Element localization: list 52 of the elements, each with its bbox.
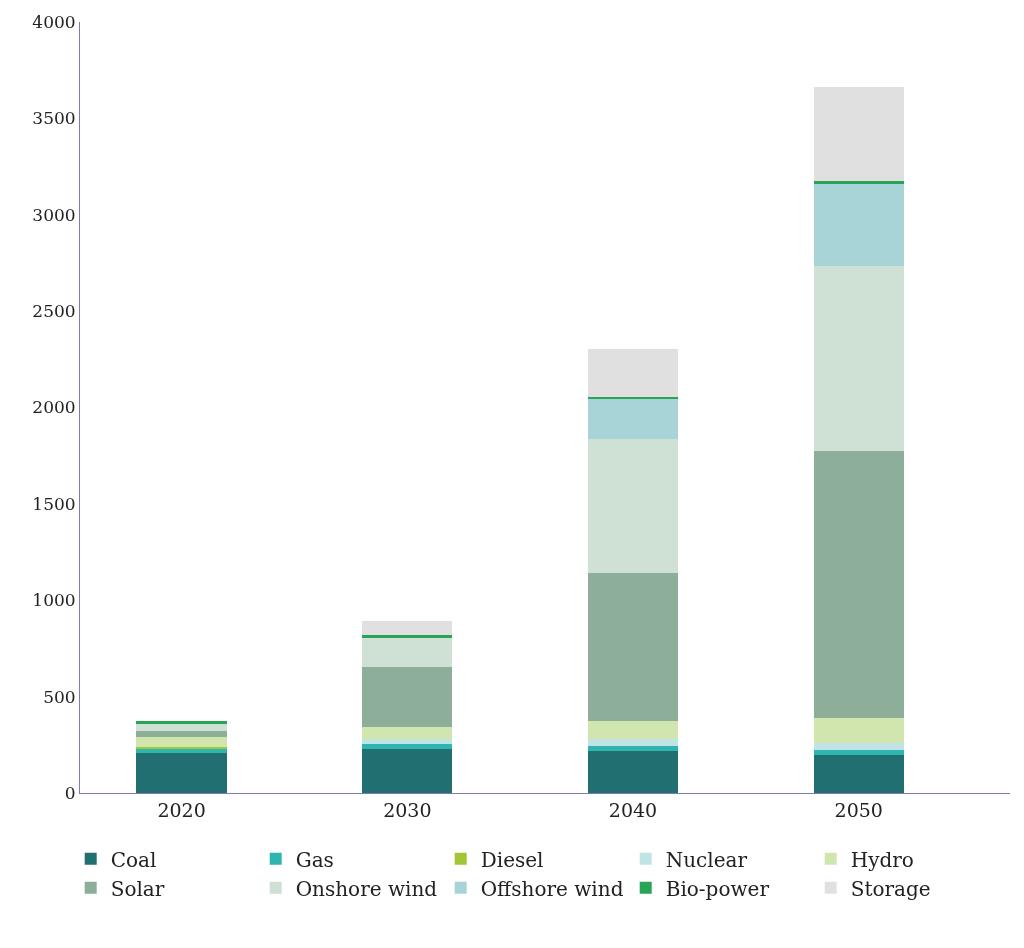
bar xyxy=(362,634,453,638)
x-tick-label: 2020 xyxy=(157,798,206,821)
y-tick-label: 3500 xyxy=(32,108,76,129)
y-tick-label: 3000 xyxy=(32,204,76,225)
y-tick-label: 1000 xyxy=(32,590,76,611)
legend-label: Bio-power xyxy=(665,876,770,901)
bar xyxy=(362,748,453,793)
y-tick-label: 500 xyxy=(43,686,76,707)
bar xyxy=(362,666,453,727)
bar xyxy=(813,181,904,184)
legend-label: Diesel xyxy=(480,847,544,872)
legend-label: Nuclear xyxy=(665,847,748,872)
legend-label: Coal xyxy=(110,847,157,872)
bar xyxy=(587,439,679,574)
x-tick-label: 2050 xyxy=(834,798,883,821)
legend-label: Storage xyxy=(850,876,931,901)
y-tick-label: 4000 xyxy=(32,11,76,32)
bar xyxy=(587,745,679,751)
legend-label: Gas xyxy=(295,847,334,872)
bar xyxy=(362,743,453,749)
bar xyxy=(362,621,453,635)
bar xyxy=(813,183,904,266)
bar xyxy=(587,398,679,440)
bar xyxy=(362,726,453,740)
bar xyxy=(813,742,904,750)
bar xyxy=(362,739,453,744)
x-tick-label: 2030 xyxy=(383,798,432,821)
bar xyxy=(813,86,904,182)
bar xyxy=(136,753,227,793)
legend-label: Offshore wind xyxy=(480,876,624,901)
bar xyxy=(587,396,679,399)
bar xyxy=(587,348,679,397)
bar xyxy=(813,265,904,451)
bar xyxy=(587,720,679,740)
bar xyxy=(136,736,227,748)
bar xyxy=(587,750,679,793)
bar xyxy=(587,739,679,746)
bar xyxy=(813,755,904,793)
y-tick-label: 1500 xyxy=(32,493,76,514)
bar xyxy=(136,730,227,737)
y-tick-label: 0 xyxy=(64,782,76,803)
bar xyxy=(587,573,679,721)
bar xyxy=(813,717,904,743)
bar xyxy=(136,721,227,724)
y-tick-label: 2000 xyxy=(32,397,76,418)
x-tick-label: 2040 xyxy=(608,798,658,821)
legend-label: Onshore wind xyxy=(295,876,438,901)
y-tick-label: 2500 xyxy=(32,301,76,322)
bar xyxy=(362,637,453,667)
legend-label: Solar xyxy=(110,876,165,901)
bar xyxy=(813,450,904,718)
legend-label: Hydro xyxy=(850,847,914,872)
